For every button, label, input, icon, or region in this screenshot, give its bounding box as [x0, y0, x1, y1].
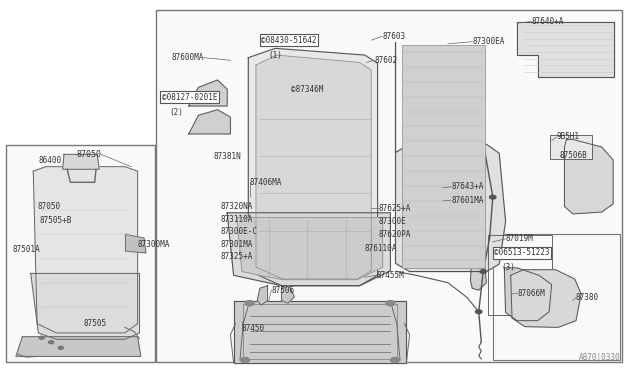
Text: 86400: 86400: [38, 156, 61, 165]
Circle shape: [476, 310, 482, 314]
Circle shape: [241, 357, 250, 363]
Circle shape: [490, 195, 496, 199]
Bar: [156, 10, 622, 362]
Bar: [550, 135, 592, 159]
Text: 876110A: 876110A: [365, 244, 397, 253]
Text: ©08430-51642: ©08430-51642: [261, 36, 317, 45]
Polygon shape: [227, 213, 390, 286]
Text: 87643+A: 87643+A: [451, 182, 484, 191]
Text: 87505: 87505: [83, 319, 106, 328]
Text: 87506B: 87506B: [560, 151, 588, 160]
Circle shape: [39, 336, 44, 339]
Text: ©08127-0201E: ©08127-0201E: [162, 93, 218, 102]
Text: 87505+B: 87505+B: [40, 216, 72, 225]
Polygon shape: [470, 254, 486, 290]
Text: 87620PA: 87620PA: [379, 230, 412, 239]
Text: A870|0330: A870|0330: [579, 353, 621, 362]
Polygon shape: [504, 268, 552, 321]
Bar: [402, 45, 485, 268]
Text: 87300MA: 87300MA: [137, 240, 170, 249]
Text: 87450: 87450: [242, 324, 265, 333]
Text: 87601MA: 87601MA: [451, 196, 484, 205]
Text: 87050: 87050: [76, 150, 101, 159]
Polygon shape: [256, 55, 371, 279]
Circle shape: [58, 346, 63, 349]
Text: 87380: 87380: [576, 293, 599, 302]
Polygon shape: [396, 43, 506, 272]
Text: (3): (3): [502, 263, 516, 272]
Text: 87455M: 87455M: [376, 271, 404, 280]
Text: ©87346M: ©87346M: [291, 85, 324, 94]
Bar: [488, 235, 552, 315]
Polygon shape: [189, 80, 227, 106]
Text: 87381N: 87381N: [213, 153, 241, 161]
Polygon shape: [33, 167, 138, 333]
Text: 87625+A: 87625+A: [379, 204, 412, 213]
Bar: [6, 145, 155, 362]
Circle shape: [386, 301, 395, 306]
Text: 87602: 87602: [374, 56, 397, 65]
Polygon shape: [257, 286, 268, 305]
Polygon shape: [237, 218, 383, 280]
Text: 87640+A: 87640+A: [531, 17, 564, 26]
Text: 9B5H1: 9B5H1: [557, 132, 580, 141]
Polygon shape: [564, 140, 613, 214]
Polygon shape: [189, 110, 230, 134]
Text: 873110A: 873110A: [221, 215, 253, 224]
Polygon shape: [517, 22, 614, 77]
Polygon shape: [282, 286, 294, 303]
Circle shape: [49, 341, 54, 344]
Circle shape: [480, 270, 486, 273]
Text: 87603: 87603: [382, 32, 405, 41]
Text: 87301MA: 87301MA: [221, 240, 253, 249]
Text: ©06513-51223: ©06513-51223: [494, 248, 550, 257]
Text: (1): (1): [269, 51, 283, 60]
Text: 87019M: 87019M: [506, 234, 533, 243]
Text: 87300E: 87300E: [379, 217, 406, 226]
Text: 87506: 87506: [271, 286, 294, 295]
Text: 87501A: 87501A: [13, 246, 40, 254]
Text: 87325+A: 87325+A: [221, 252, 253, 261]
Polygon shape: [511, 270, 581, 327]
Text: 87600MA: 87600MA: [171, 53, 204, 62]
Polygon shape: [234, 301, 406, 363]
Polygon shape: [31, 273, 140, 339]
Circle shape: [390, 357, 399, 363]
Polygon shape: [16, 337, 141, 356]
Bar: [493, 234, 620, 360]
Polygon shape: [248, 48, 378, 286]
Circle shape: [245, 301, 254, 306]
Polygon shape: [63, 154, 99, 169]
Text: 87300E-C: 87300E-C: [221, 227, 258, 236]
Text: (2): (2): [170, 108, 184, 117]
Text: 87406MA: 87406MA: [250, 178, 282, 187]
Text: 87066M: 87066M: [517, 289, 545, 298]
Text: 87050: 87050: [37, 202, 60, 211]
Text: 87320NA: 87320NA: [221, 202, 253, 211]
Text: 87300EA: 87300EA: [472, 37, 505, 46]
Polygon shape: [125, 234, 146, 253]
